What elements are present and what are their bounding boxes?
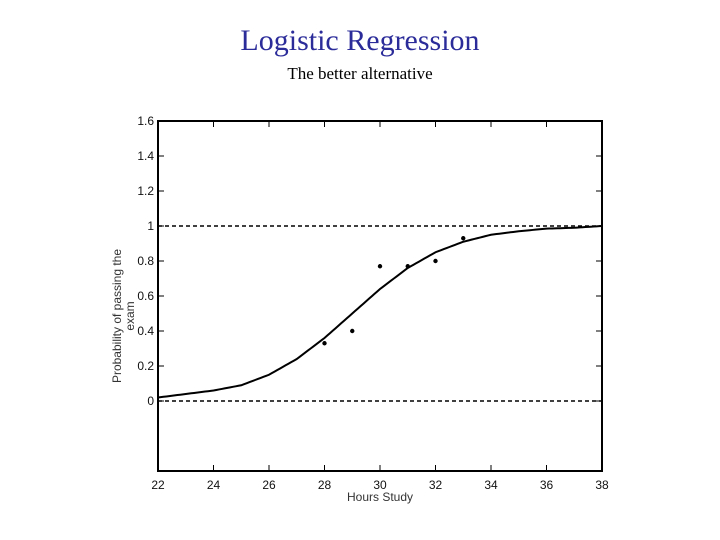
logistic-curve: [157, 225, 603, 399]
data-point: [350, 328, 355, 334]
y-tick-label: 0.6: [137, 289, 154, 303]
y-tick-label: 1.4: [137, 149, 154, 163]
x-tick-label: 32: [429, 478, 443, 492]
x-axis-label: Hours Study: [347, 490, 413, 504]
slide-title: Logistic Regression: [240, 24, 480, 57]
data-point: [377, 264, 383, 269]
y-tick-label: 0.4: [137, 324, 154, 338]
y-axis-label-line-1: Probability of passing the: [110, 249, 124, 383]
x-tick-label: 26: [262, 478, 276, 492]
x-tick-label: 30: [373, 478, 387, 492]
slide-subtitle: The better alternative: [287, 64, 433, 83]
fitted-curve-layer: [157, 225, 603, 399]
y-tick-label: 1.2: [137, 184, 154, 198]
x-tick-label: 28: [318, 478, 332, 492]
x-tick-label: 38: [595, 478, 609, 492]
reference-lines: [158, 225, 602, 402]
y-axis-label-line-2: exam: [123, 301, 137, 330]
y-tick-label: 0.2: [137, 359, 154, 373]
y-tick-label: 1.6: [137, 114, 154, 128]
data-point: [405, 264, 410, 269]
x-tick-label: 24: [207, 478, 221, 492]
x-tick-label: 34: [484, 478, 498, 492]
y-tick-label: 0.8: [137, 254, 154, 268]
y-axis-label: Probability of passing the exam: [110, 249, 137, 383]
x-tick-label: 36: [540, 478, 554, 492]
y-tick-label: 1: [147, 219, 154, 233]
axis-ticks: 22 24 26 28 30 32 34 36 38 0 0.2 0.4 0.6 0.8 1 1.2 1.4 1.…: [137, 114, 609, 492]
data-point: [322, 341, 327, 346]
y-tick-label: 0: [147, 394, 154, 408]
data-point: [461, 236, 466, 241]
plot-frame: [157, 120, 603, 472]
data-point: [433, 258, 438, 264]
x-tick-label: 22: [151, 478, 165, 492]
data-points-layer: [322, 236, 466, 346]
